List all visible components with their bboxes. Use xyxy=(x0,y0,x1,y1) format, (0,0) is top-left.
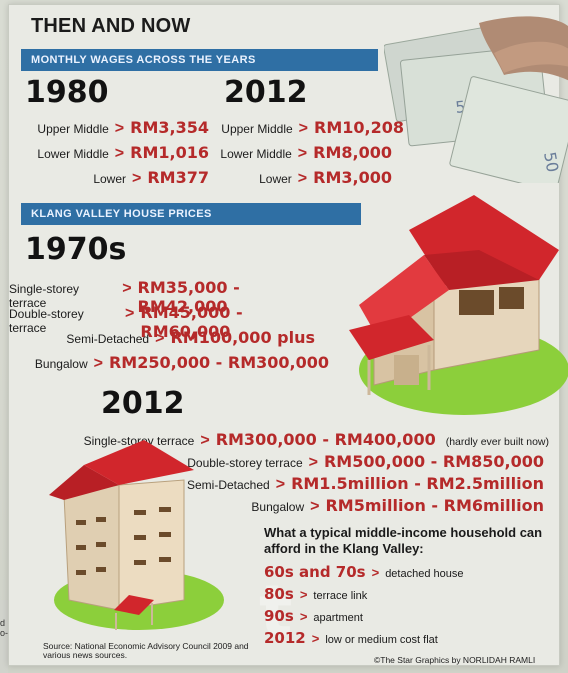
wage-value: RM377 xyxy=(147,168,209,187)
price-label: Bungalow xyxy=(34,357,88,371)
chevron-icon: > xyxy=(132,170,142,187)
affordability-row-2012: 2012 > low or medium cost flat xyxy=(264,629,438,647)
affordability-era: 2012 xyxy=(264,629,306,647)
graphics-credit: ©The Star Graphics by NORLIDAH RAMLI xyxy=(374,655,536,665)
wage-value: RM1,016 xyxy=(130,143,209,162)
price-row-1970s-double-storey: Double-storey terrace > RM45,000 - RM60,… xyxy=(9,303,329,341)
wage-row-2012-lower-middle: Lower Middle > RM8,000 xyxy=(214,143,392,162)
price-row-1970s-semi-detached: Semi-Detached > RM100,000 plus xyxy=(9,328,315,347)
price-value: RM45,000 - RM60,000 xyxy=(140,303,243,341)
chevron-icon: > xyxy=(299,609,308,624)
chevron-icon: > xyxy=(275,476,286,493)
wages-year-1980: 1980 xyxy=(25,75,109,110)
house-illustration xyxy=(349,195,568,415)
chevron-icon: > xyxy=(299,587,308,602)
wage-label: Lower Middle xyxy=(220,147,292,161)
affordability-era: 90s xyxy=(264,607,294,625)
price-note: (hardly ever built now) xyxy=(445,436,549,448)
price-value: RM35,000 - RM42,000 xyxy=(137,278,240,316)
wage-value: RM8,000 xyxy=(313,143,392,162)
price-row-2012-single-storey: Single-storey terrace > RM300,000 - RM40… xyxy=(9,430,549,449)
chevron-icon: > xyxy=(200,432,210,449)
wage-row-1980-lower: Lower > RM377 xyxy=(9,168,209,187)
chevron-icon: > xyxy=(297,170,308,187)
chevron-icon: > xyxy=(310,498,320,515)
price-row-1970s-single-storey: Single-storey terrace > RM35,000 - RM42,… xyxy=(9,278,329,316)
chevron-icon: > xyxy=(114,145,125,162)
wage-label: Lower xyxy=(93,172,127,186)
price-label: Semi-Detached xyxy=(187,478,270,492)
wage-label: Lower xyxy=(259,172,292,186)
page-edge-text: d o- xyxy=(0,618,9,638)
price-row-2012-semi-detached: Semi-Detached > RM1.5million - RM2.5mill… xyxy=(9,474,544,493)
price-row-1970s-bungalow: Bungalow > RM250,000 - RM300,000 xyxy=(9,353,329,372)
chevron-icon: > xyxy=(155,330,165,347)
price-label: Double-storey terrace xyxy=(187,456,303,470)
price-label: Single-storey terrace xyxy=(83,434,195,448)
wage-row-2012-lower: Lower > RM3,000 xyxy=(214,168,392,187)
chevron-icon: > xyxy=(93,355,103,372)
price-row-2012-double-storey: Double-storey terrace > RM500,000 - RM85… xyxy=(9,452,544,471)
affordability-type: detached house xyxy=(385,568,464,580)
affordability-type: apartment xyxy=(313,612,363,624)
background-watermark-shape: t xyxy=(259,570,293,652)
affordability-heading: What a typical middle-income household c… xyxy=(264,525,543,556)
affordability-row-60s-70s: 60s and 70s > detached house xyxy=(264,563,463,581)
price-row-2012-bungalow: Bungalow > RM5million - RM6million xyxy=(9,496,544,515)
page-edge xyxy=(0,600,8,673)
wage-value: RM3,000 xyxy=(313,168,392,187)
affordability-era: 80s xyxy=(264,585,294,603)
chevron-icon: > xyxy=(298,120,309,137)
chevron-icon: > xyxy=(114,120,125,137)
prices-year-1970s: 1970s xyxy=(25,232,127,267)
chevron-icon: > xyxy=(371,565,380,580)
banknotes-image: 50 50 xyxy=(384,16,568,183)
price-value: RM1.5million - RM2.5million xyxy=(291,474,544,493)
price-value: RM500,000 - RM850,000 xyxy=(323,452,544,471)
infographic-panel: THEN AND NOW 50 50 MONTHLY WAGES ACROSS … xyxy=(8,4,568,666)
price-label: Double-storey terrace xyxy=(9,307,84,335)
price-value: RM100,000 plus xyxy=(170,328,315,347)
affordability-row-80s: 80s > terrace link xyxy=(264,585,367,603)
price-value: RM250,000 - RM300,000 xyxy=(108,353,329,372)
affordability-era: 60s and 70s xyxy=(264,563,366,581)
chevron-icon: > xyxy=(125,305,135,322)
wages-section-bar: MONTHLY WAGES ACROSS THE YEARS xyxy=(21,49,378,71)
source-note: Source: National Economic Advisory Counc… xyxy=(43,641,249,661)
wage-label: Lower Middle xyxy=(37,147,109,161)
house-prices-section-bar: KLANG VALLEY HOUSE PRICES xyxy=(21,203,361,225)
chevron-icon: > xyxy=(308,454,318,471)
apartment-building-illustration xyxy=(49,440,224,630)
price-label: Semi-Detached xyxy=(66,332,150,346)
wage-value: RM10,208 xyxy=(314,118,404,137)
wage-label: Upper Middle xyxy=(221,122,293,136)
price-label: Bungalow xyxy=(251,500,305,514)
price-value: RM300,000 - RM400,000 xyxy=(215,430,436,449)
chevron-icon: > xyxy=(122,280,132,297)
wage-label: Upper Middle xyxy=(37,122,109,136)
wage-value: RM3,354 xyxy=(130,118,209,137)
wages-year-2012: 2012 xyxy=(224,75,308,110)
chevron-icon: > xyxy=(297,145,308,162)
affordability-row-90s: 90s > apartment xyxy=(264,607,363,625)
prices-year-2012: 2012 xyxy=(101,386,185,421)
affordability-type: terrace link xyxy=(313,590,368,602)
chevron-icon: > xyxy=(311,631,320,646)
wage-row-1980-upper-middle: Upper Middle > RM3,354 xyxy=(9,118,209,137)
wage-row-2012-upper-middle: Upper Middle > RM10,208 xyxy=(214,118,404,137)
infographic-title: THEN AND NOW xyxy=(31,15,191,37)
affordability-type: low or medium cost flat xyxy=(325,634,438,646)
price-label: Single-storey terrace xyxy=(9,282,80,310)
svg-text:50: 50 xyxy=(540,150,562,173)
wage-row-1980-lower-middle: Lower Middle > RM1,016 xyxy=(9,143,209,162)
price-value: RM5million - RM6million xyxy=(325,496,544,515)
